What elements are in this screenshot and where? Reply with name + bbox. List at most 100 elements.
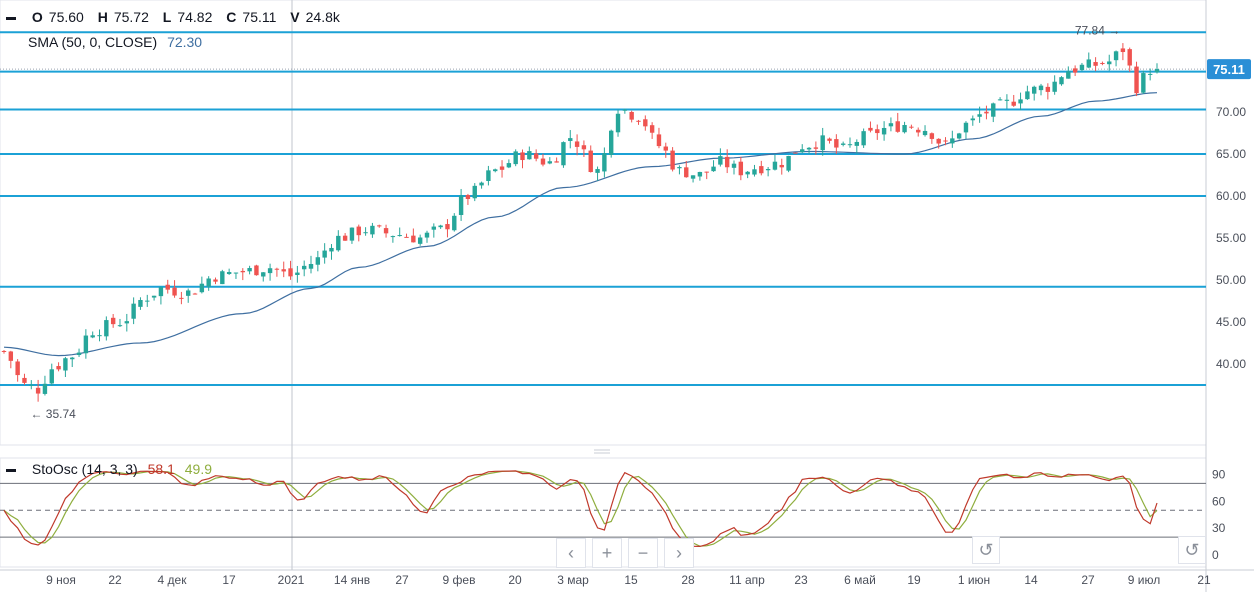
candle-body <box>486 170 491 182</box>
price-axis-label: 45.00 <box>1216 315 1246 329</box>
candle-body <box>329 247 334 252</box>
candle-body <box>377 225 382 227</box>
zoom-out-button[interactable]: − <box>628 538 658 568</box>
scroll-left-button[interactable]: ‹ <box>556 538 586 568</box>
candle-body <box>1127 49 1132 66</box>
candle-body <box>895 121 900 132</box>
candle-body <box>847 144 853 146</box>
scroll-right-button[interactable]: › <box>664 538 694 568</box>
candle-body <box>622 109 628 111</box>
candle-body <box>718 156 723 165</box>
candle-body <box>513 151 518 165</box>
candle-body <box>206 278 211 287</box>
oscillator-legend[interactable]: StoOsc (14, 3, 3) 58.1 49.9 <box>6 460 212 478</box>
candle-body <box>649 125 655 133</box>
candle-body <box>950 138 955 144</box>
candle-body <box>595 169 600 173</box>
candle-body <box>663 146 668 151</box>
candle-body <box>806 147 812 150</box>
candle-body <box>301 265 307 270</box>
last-price-value: 75.11 <box>1213 62 1245 77</box>
oscillator-axis-label: 60 <box>1212 494 1226 508</box>
price-axis-label: 65.00 <box>1216 147 1246 161</box>
candle-body <box>1154 69 1160 73</box>
candle-body <box>1086 59 1091 68</box>
candle-body <box>615 113 621 133</box>
candle-body <box>199 283 205 293</box>
candle-body <box>568 138 573 141</box>
candle-body <box>561 142 566 166</box>
reset-chart-icon[interactable]: ↺ <box>972 536 1000 564</box>
candle-body <box>779 164 784 168</box>
candle-body <box>322 250 327 258</box>
candle-body <box>342 235 348 241</box>
candle-body <box>76 352 82 356</box>
candle-body <box>943 140 948 142</box>
minimize-icon[interactable] <box>6 468 16 472</box>
sma-value: 72.30 <box>167 34 203 50</box>
candle-body <box>117 325 123 327</box>
reset-scale-icon[interactable]: ↺ <box>1178 536 1206 564</box>
candle-body <box>110 317 116 325</box>
candle-body <box>936 138 941 144</box>
candle-body <box>820 135 825 151</box>
candle-body <box>977 114 982 117</box>
candle-body <box>697 171 703 177</box>
time-axis-label: 17 <box>222 573 236 587</box>
time-axis-label: 9 ноя <box>46 573 76 587</box>
candle-body <box>315 257 321 265</box>
max-price-label: 77.84 → <box>1075 24 1120 38</box>
candle-body <box>588 150 593 173</box>
time-axis-label: 14 <box>1024 573 1038 587</box>
candle-body <box>151 295 157 298</box>
time-axis-label: 14 янв <box>334 573 370 587</box>
candle-body <box>1113 51 1119 61</box>
navigation-bar: ‹ + − › <box>556 538 696 568</box>
candle-body <box>465 195 471 200</box>
candle-body <box>533 153 539 159</box>
candle-body <box>349 227 355 241</box>
candle-body <box>581 145 587 150</box>
candle-body <box>138 300 143 307</box>
candle-body <box>609 130 614 155</box>
candle-body <box>1120 48 1126 53</box>
candle-body <box>226 272 232 275</box>
candle-body <box>8 351 14 361</box>
candle-body <box>629 111 634 120</box>
candle-body <box>295 272 300 275</box>
time-axis-label: 9 фев <box>443 573 476 587</box>
time-axis-label: 15 <box>624 573 638 587</box>
candle-body <box>15 361 20 376</box>
time-axis-label: 9 июл <box>1128 573 1160 587</box>
candle-body <box>83 335 89 354</box>
candle-body <box>1093 62 1098 66</box>
candle-body <box>424 232 430 238</box>
candle-body <box>472 185 477 199</box>
candle-body <box>431 226 437 230</box>
osc-d-value: 49.9 <box>184 461 212 477</box>
candle-body <box>772 161 778 170</box>
candle-body <box>417 237 423 244</box>
minimize-icon[interactable] <box>6 16 16 20</box>
candle-body <box>888 123 894 127</box>
candle-body <box>70 357 75 360</box>
price-axis-label: 50.00 <box>1216 273 1246 287</box>
oscillator-axis-label: 90 <box>1212 467 1226 481</box>
candle-body <box>800 149 805 153</box>
zoom-in-button[interactable]: + <box>592 538 622 568</box>
candle-body <box>172 287 177 296</box>
candle-body <box>1141 73 1146 93</box>
candle-body <box>745 171 750 175</box>
sma-legend[interactable]: SMA (50, 0, CLOSE) 72.30 <box>28 34 203 50</box>
sma-line <box>3 92 1158 357</box>
candle-body <box>1072 68 1078 73</box>
candle-body <box>63 358 68 371</box>
candle-body <box>390 236 396 238</box>
candle-body <box>1031 86 1037 94</box>
time-axis-label: 11 апр <box>729 573 765 587</box>
candle-body <box>97 335 102 337</box>
candle-body <box>738 161 744 176</box>
candle-body <box>704 171 709 173</box>
candle-body <box>1100 62 1105 64</box>
